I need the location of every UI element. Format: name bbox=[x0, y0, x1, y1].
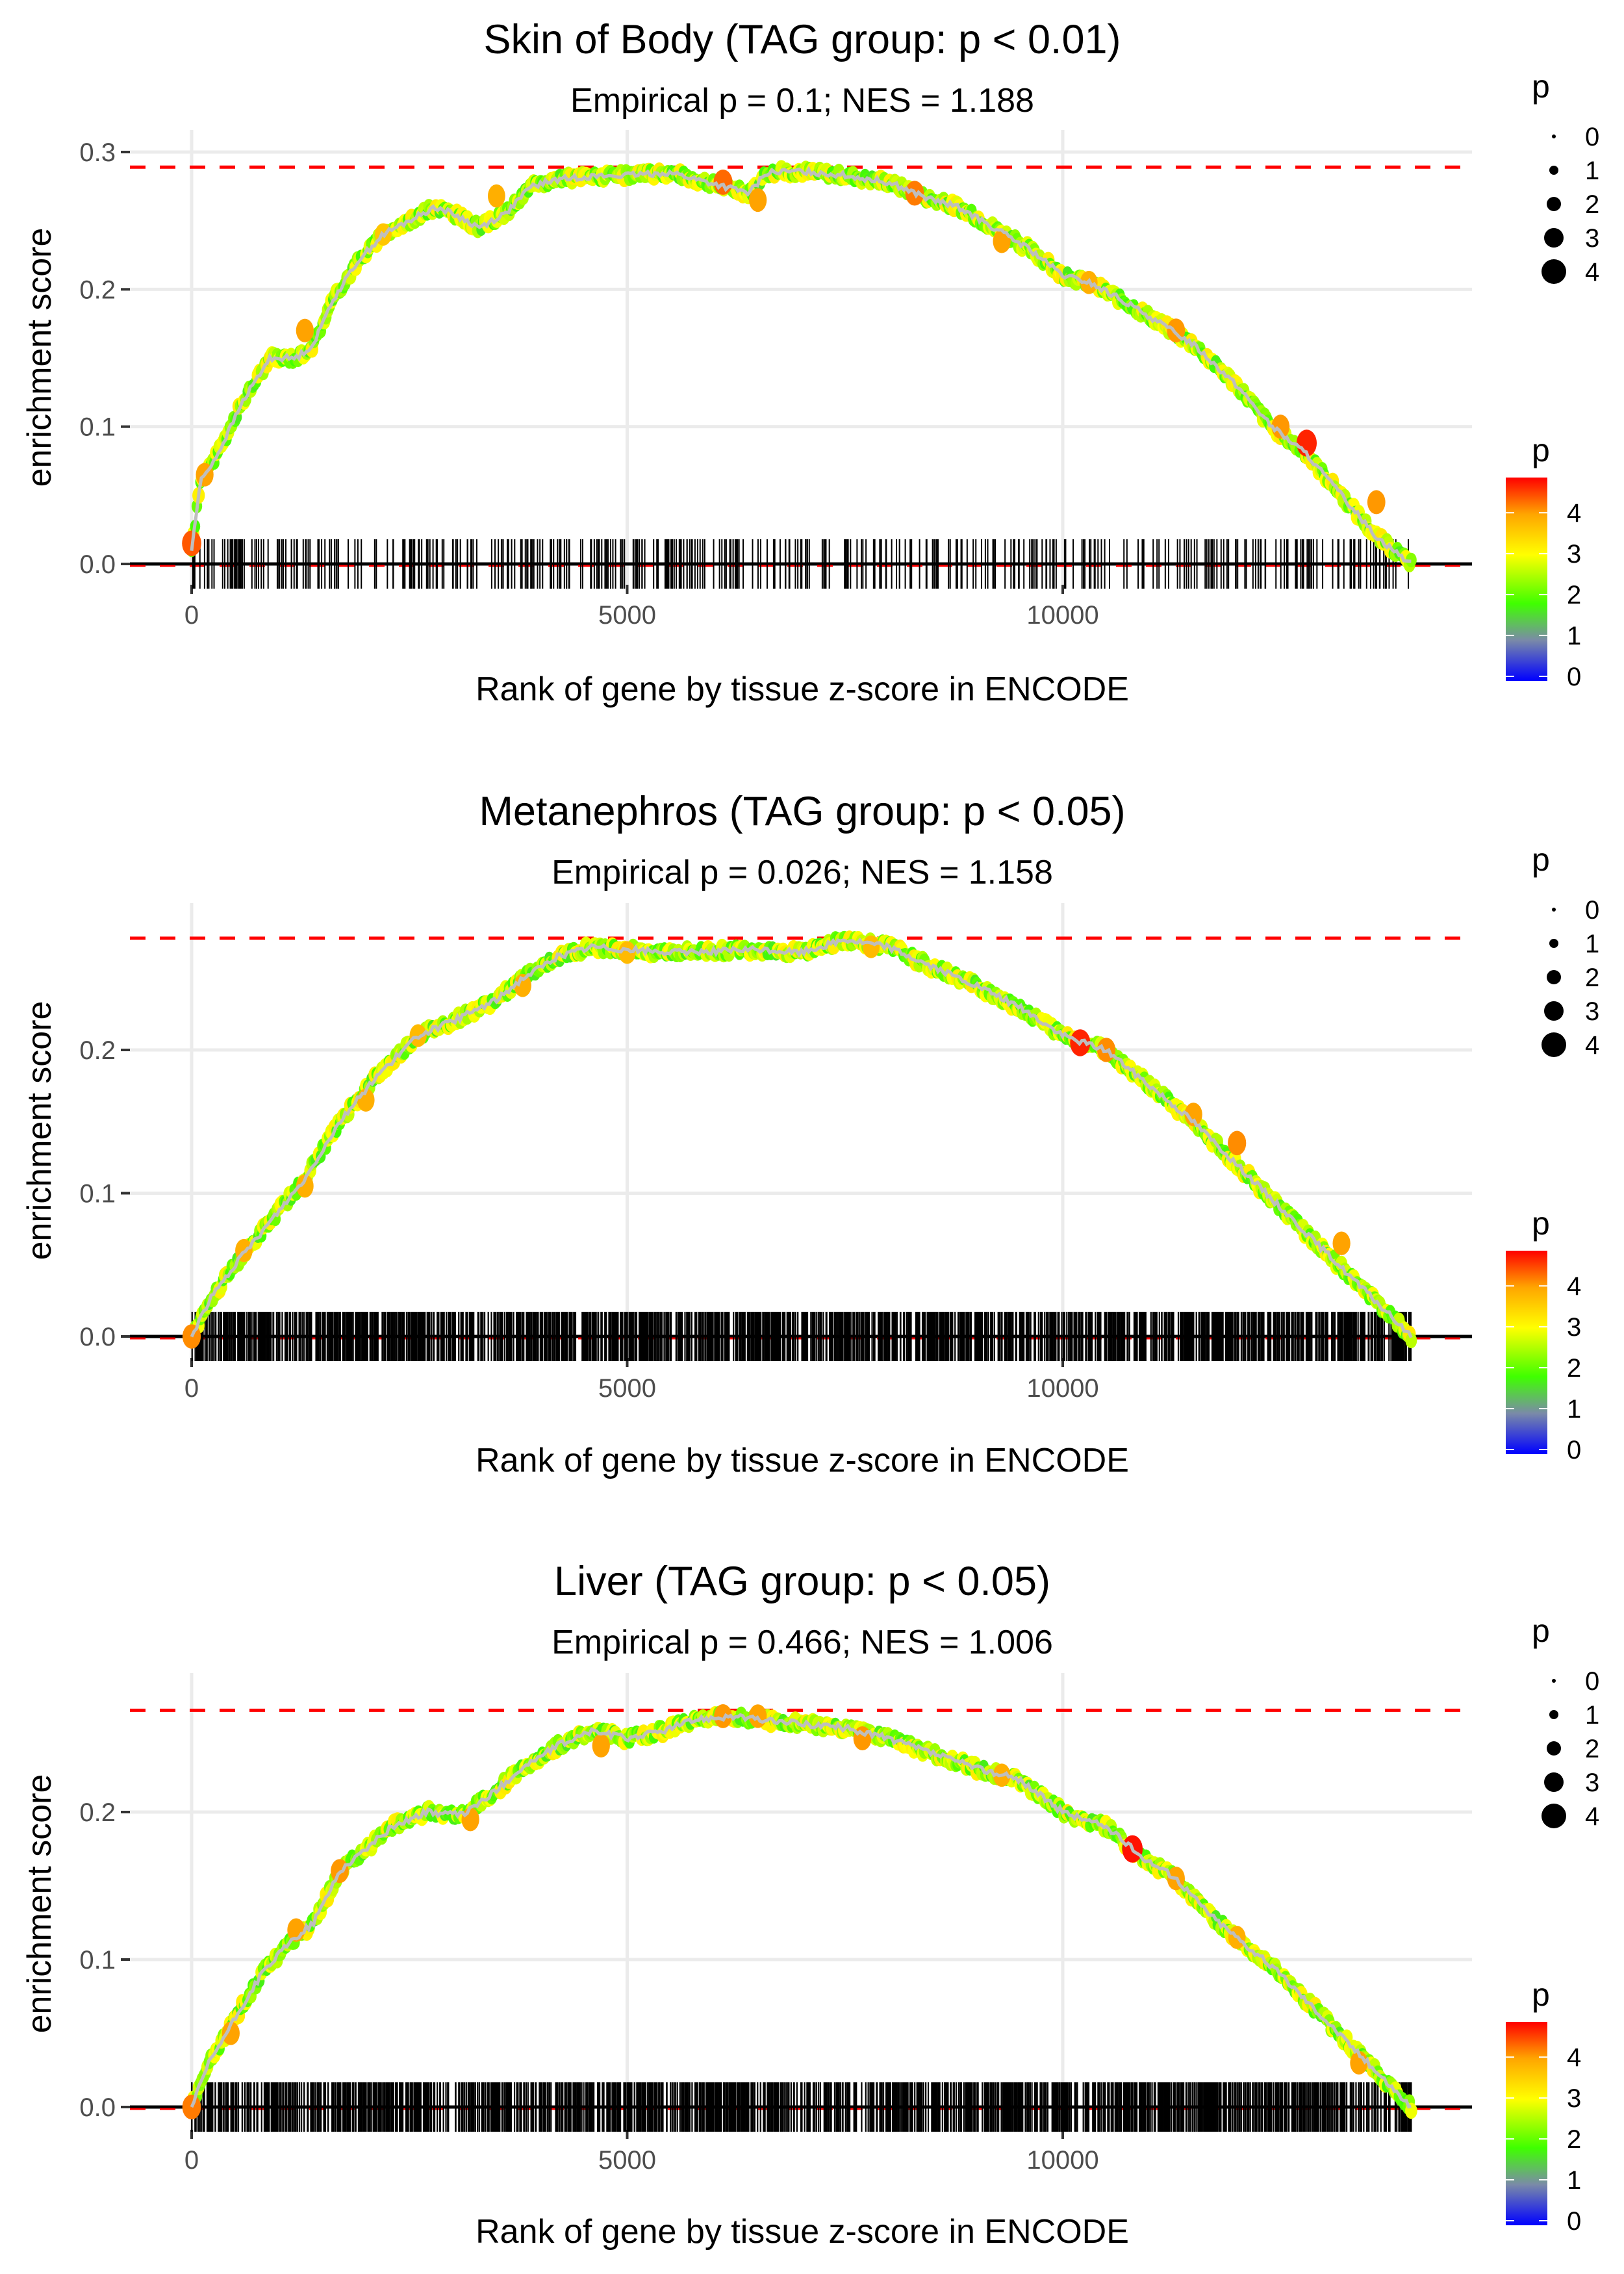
plot-area: 0.0 0.1 0.2 0 5000 10000 bbox=[79, 1673, 1472, 2175]
size-legend-title: p bbox=[1532, 841, 1550, 878]
panel-title: Skin of Body (TAG group: p < 0.01) bbox=[483, 17, 1121, 62]
panel-title: Liver (TAG group: p < 0.05) bbox=[554, 1559, 1050, 1604]
y-tick-label: 0.0 bbox=[79, 550, 116, 579]
legend: p 0 1 2 3 4 p 4 3 2 1 0 bbox=[1506, 841, 1599, 1464]
gene-rug bbox=[192, 539, 1409, 589]
colorbar bbox=[1506, 478, 1547, 681]
x-tick-label: 0 bbox=[184, 601, 199, 630]
size-legend-key bbox=[1552, 134, 1556, 138]
color-legend-label: 2 bbox=[1567, 581, 1581, 609]
y-tick-label: 0.2 bbox=[79, 1036, 116, 1065]
size-legend-label: 4 bbox=[1585, 258, 1599, 287]
panel-subtitle: Empirical p = 0.1; NES = 1.188 bbox=[570, 82, 1034, 120]
data-point-high bbox=[1228, 1131, 1247, 1156]
x-tick-label: 10000 bbox=[1026, 2146, 1098, 2175]
color-legend-label: 1 bbox=[1567, 1395, 1581, 1424]
size-legend-key bbox=[1547, 970, 1561, 984]
y-tick-label: 0.2 bbox=[79, 1798, 116, 1827]
panel-metanephros: Metanephros (TAG group: p < 0.05) Empiri… bbox=[21, 789, 1599, 1479]
size-legend-title: p bbox=[1532, 68, 1550, 105]
size-legend-key bbox=[1547, 197, 1561, 211]
color-legend-title: p bbox=[1532, 432, 1550, 468]
y-axis-label: enrichment score bbox=[21, 1001, 58, 1260]
size-legend-label: 3 bbox=[1585, 997, 1599, 1026]
x-tick-label: 5000 bbox=[598, 1374, 656, 1403]
plot-area: 0.0 0.1 0.2 0.3 0 5000 10000 bbox=[79, 130, 1472, 630]
y-tick-label: 0.1 bbox=[79, 1180, 116, 1208]
size-legend-key bbox=[1542, 1032, 1566, 1057]
color-legend-label: 3 bbox=[1567, 540, 1581, 568]
data-point-high bbox=[1332, 1231, 1351, 1255]
y-tick-label: 0.1 bbox=[79, 413, 116, 442]
size-legend-key bbox=[1552, 908, 1556, 912]
size-legend-key bbox=[1542, 259, 1566, 284]
es-line bbox=[190, 166, 1412, 563]
x-tick-label: 0 bbox=[184, 2146, 199, 2175]
data-point-high bbox=[1271, 415, 1290, 439]
p-points bbox=[182, 1704, 1417, 2120]
data-point-high bbox=[487, 184, 505, 208]
size-legend-label: 0 bbox=[1585, 123, 1599, 151]
panel-subtitle: Empirical p = 0.466; NES = 1.006 bbox=[552, 1624, 1053, 1661]
panel-skin-of-body: Skin of Body (TAG group: p < 0.01) Empir… bbox=[21, 17, 1599, 708]
color-legend-label: 2 bbox=[1567, 1354, 1581, 1383]
x-tick-label: 0 bbox=[184, 1374, 199, 1403]
y-tick-label: 0.2 bbox=[79, 275, 116, 304]
y-axis-label: enrichment score bbox=[21, 228, 58, 487]
p-points bbox=[182, 930, 1417, 1349]
x-axis-label: Rank of gene by tissue z-score in ENCODE bbox=[476, 2213, 1129, 2251]
panel-liver: Liver (TAG group: p < 0.05) Empirical p … bbox=[21, 1559, 1599, 2251]
es-line bbox=[190, 938, 1413, 1338]
color-legend-label: 4 bbox=[1567, 499, 1581, 528]
legend: p 0 1 2 3 4 p 4 3 2 1 0 bbox=[1506, 68, 1599, 691]
panel-subtitle: Empirical p = 0.026; NES = 1.158 bbox=[552, 854, 1053, 891]
gene-rug bbox=[190, 2082, 1412, 2132]
size-legend-label: 1 bbox=[1585, 157, 1599, 185]
plot-area: 0.0 0.1 0.2 0 5000 10000 bbox=[79, 903, 1472, 1403]
y-tick-label: 0.3 bbox=[79, 138, 116, 167]
color-legend-label: 0 bbox=[1567, 663, 1581, 691]
color-legend-label: 0 bbox=[1567, 1436, 1581, 1464]
p-points bbox=[182, 160, 1417, 572]
size-legend-key bbox=[1544, 1001, 1564, 1021]
size-legend-label: 2 bbox=[1585, 190, 1599, 219]
size-legend-key bbox=[1549, 939, 1558, 948]
size-legend-label: 1 bbox=[1585, 930, 1599, 958]
color-legend-label: 3 bbox=[1567, 1313, 1581, 1342]
size-legend-label: 4 bbox=[1585, 1031, 1599, 1060]
panel-title: Metanephros (TAG group: p < 0.05) bbox=[479, 789, 1125, 834]
x-tick-label: 5000 bbox=[598, 601, 656, 630]
data-point-high bbox=[862, 935, 880, 958]
color-legend-title: p bbox=[1532, 1205, 1550, 1242]
y-tick-label: 0.0 bbox=[79, 1323, 116, 1351]
x-tick-label: 5000 bbox=[598, 2146, 656, 2175]
gene-rug bbox=[191, 1312, 1412, 1361]
data-point-high bbox=[1367, 490, 1386, 515]
y-tick-label: 0.0 bbox=[79, 2093, 116, 2122]
size-legend-label: 0 bbox=[1585, 896, 1599, 925]
y-tick-label: 0.1 bbox=[79, 1946, 116, 1974]
size-legend-label: 2 bbox=[1585, 964, 1599, 992]
data-point-high bbox=[749, 188, 767, 212]
colorbar bbox=[1506, 1251, 1547, 1454]
size-legend-key bbox=[1549, 166, 1558, 175]
size-legend-label: 3 bbox=[1585, 224, 1599, 253]
x-tick-label: 10000 bbox=[1026, 1374, 1098, 1403]
x-axis-label: Rank of gene by tissue z-score in ENCODE bbox=[476, 1442, 1129, 1479]
data-point-high bbox=[296, 318, 314, 342]
color-legend-label: 1 bbox=[1567, 622, 1581, 650]
size-legend-key bbox=[1544, 228, 1564, 248]
y-axis-label: enrichment score bbox=[21, 1774, 58, 2034]
x-axis-label: Rank of gene by tissue z-score in ENCODE bbox=[476, 671, 1129, 708]
color-legend-label: 4 bbox=[1567, 1272, 1581, 1301]
x-tick-label: 10000 bbox=[1026, 601, 1098, 630]
